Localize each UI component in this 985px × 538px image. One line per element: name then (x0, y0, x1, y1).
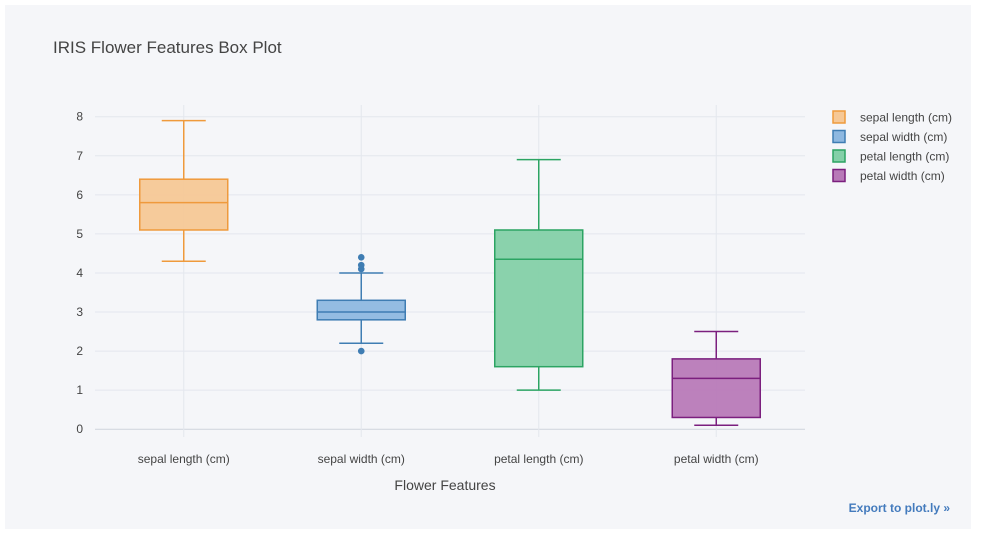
box-iqr (671, 358, 761, 419)
box-iqr (316, 299, 406, 321)
outlier-point (357, 254, 365, 261)
y-tick-label: 4 (76, 266, 83, 280)
y-tick-label: 3 (76, 305, 83, 319)
legend-label: petal width (cm) (860, 169, 945, 183)
box-iqr (139, 178, 229, 231)
y-tick-label: 0 (76, 422, 83, 436)
legend-item-3: petal length (cm) (832, 149, 949, 164)
legend-item-2: sepal width (cm) (832, 129, 947, 144)
x-tick-label: sepal width (cm) (318, 452, 405, 466)
box-iqr (494, 229, 584, 368)
outlier-point (357, 261, 365, 269)
y-tick-label: 2 (76, 344, 83, 358)
y-tick-label: 7 (76, 149, 83, 163)
box-3 (494, 158, 584, 391)
x-tick-label: petal length (cm) (494, 452, 583, 466)
y-tick-label: 5 (76, 227, 83, 241)
legend-label: sepal length (cm) (860, 111, 952, 125)
legend-swatch (832, 149, 846, 163)
legend-item-4: petal width (cm) (832, 168, 945, 183)
export-link[interactable]: Export to plot.ly » (848, 501, 950, 515)
legend-label: sepal width (cm) (860, 130, 947, 144)
legend-label: petal length (cm) (860, 150, 949, 164)
outlier-point (357, 347, 365, 355)
box-1 (139, 119, 229, 262)
x-tick-label: petal width (cm) (674, 452, 759, 466)
x-axis-ticks: sepal length (cm) sepal width (cm) petal l… (138, 452, 759, 466)
legend-swatch (832, 129, 846, 144)
legend: sepal length (cm) sepal width (cm) petal l… (832, 110, 952, 183)
x-tick-label: sepal length (cm) (138, 452, 230, 466)
chart-title: IRIS Flower Features Box Plot (53, 38, 282, 57)
y-tick-label: 8 (76, 110, 83, 124)
y-tick-label: 6 (76, 188, 83, 202)
legend-swatch (832, 110, 846, 124)
box-plot-chart: IRIS Flower Features Box Plot 012345678 … (53, 38, 952, 493)
y-tick-label: 1 (76, 383, 83, 397)
box-series (139, 119, 761, 427)
legend-swatch (832, 168, 846, 183)
x-axis-title: Flower Features (394, 477, 495, 493)
y-axis-ticks: 0 1 2 3 4 5 6 7 8 (76, 110, 83, 436)
legend-item-1: sepal length (cm) (832, 110, 952, 125)
box-4 (671, 330, 761, 427)
box-2 (316, 254, 406, 355)
